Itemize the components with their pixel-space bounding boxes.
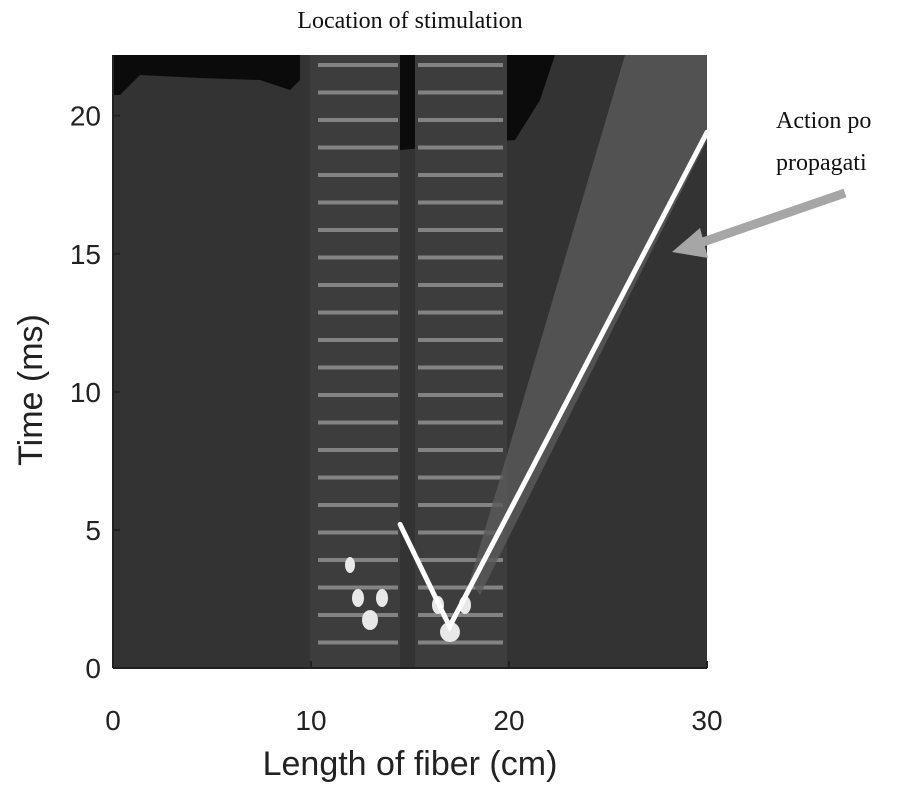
x-axis-label: Length of fiber (cm) (263, 745, 558, 783)
blob (440, 622, 460, 642)
x-tick-label: 0 (105, 705, 121, 736)
y-tick-label: 0 (85, 653, 101, 684)
x-tick-label: 30 (691, 705, 722, 736)
blob (362, 610, 378, 630)
blob (352, 589, 364, 607)
propagation-band (470, 55, 707, 595)
chart-title: Location of stimulation (297, 8, 522, 34)
blob (376, 589, 388, 607)
annotation: propagati (776, 150, 867, 176)
y-tick-label: 15 (70, 239, 101, 270)
blob (345, 557, 355, 573)
y-axis-label: Time (ms) (12, 314, 50, 466)
propagation-line (397, 129, 710, 633)
dark-region (113, 55, 300, 95)
stripes (318, 60, 398, 660)
annotation: Action po (776, 108, 871, 134)
annotation-arrow (698, 188, 847, 248)
y-tick-label: 10 (70, 377, 101, 408)
y-tick-label: 5 (85, 515, 101, 546)
x-tick-label: 10 (295, 705, 326, 736)
x-tick-label: 20 (493, 705, 524, 736)
annotation-arrowhead (672, 228, 708, 258)
y-tick-label: 20 (70, 101, 101, 132)
